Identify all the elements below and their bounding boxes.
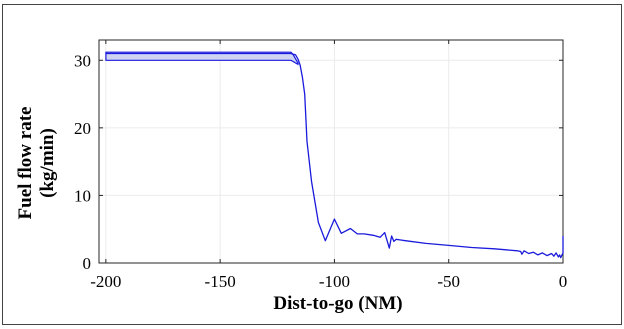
y-tick-label: 0 — [83, 254, 92, 273]
y-axis-label-line-1: Fuel flow rate — [15, 107, 36, 220]
x-tick-label: -50 — [437, 272, 460, 291]
x-tick-label: -150 — [205, 272, 236, 291]
y-tick-label: 20 — [74, 119, 91, 138]
x-tick-label: -200 — [90, 272, 121, 291]
y-tick-label: 30 — [74, 51, 91, 70]
tick-labels: -200 -150 -100 -50 0 0 10 20 30 — [74, 51, 567, 291]
x-tick-label: -100 — [319, 272, 350, 291]
series-line-0 — [105, 52, 564, 259]
plot-area — [98, 39, 564, 264]
axis-ticks — [99, 40, 564, 264]
x-axis-label: Dist-to-go (NM) — [273, 293, 402, 314]
x-tick-label: 0 — [559, 272, 568, 291]
y-axis-label-line-2: (kg/min) — [37, 128, 58, 198]
data-layer — [105, 51, 564, 259]
y-tick-label: 10 — [74, 186, 91, 205]
